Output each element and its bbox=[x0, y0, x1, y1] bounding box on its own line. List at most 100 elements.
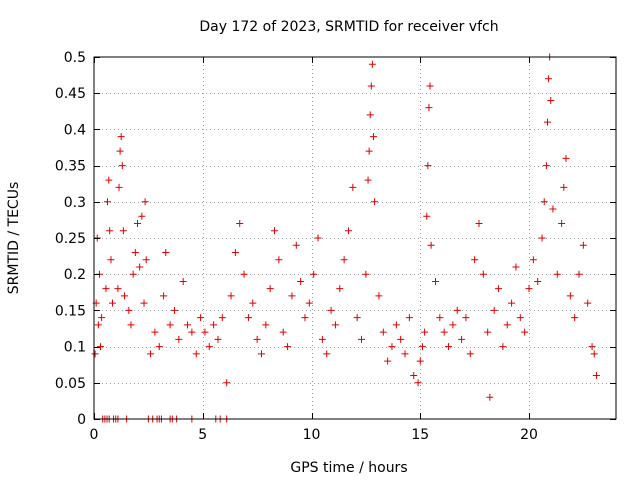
data-point bbox=[542, 162, 550, 170]
data-point bbox=[503, 321, 511, 329]
data-point bbox=[114, 285, 122, 293]
data-point bbox=[179, 277, 187, 285]
data-point bbox=[266, 285, 274, 293]
data-point bbox=[401, 350, 409, 358]
y-tick-label: 0.1 bbox=[64, 340, 86, 356]
data-point bbox=[466, 350, 474, 358]
data-point bbox=[371, 198, 379, 206]
y-tick-label: 0.5 bbox=[64, 50, 86, 66]
y-tick-label: 0.15 bbox=[55, 303, 86, 319]
data-point bbox=[184, 321, 192, 329]
data-point bbox=[375, 292, 383, 300]
y-axis-label: SRMTID / TECUs bbox=[6, 182, 22, 295]
data-point bbox=[240, 270, 248, 278]
grid-lines bbox=[94, 57, 616, 419]
x-tick-label: 5 bbox=[198, 427, 207, 443]
x-tick-label: 20 bbox=[520, 427, 538, 443]
data-point bbox=[584, 299, 592, 307]
y-tick-label: 0 bbox=[77, 412, 86, 428]
data-point bbox=[318, 335, 326, 343]
data-point bbox=[512, 263, 520, 271]
data-point bbox=[425, 104, 433, 112]
data-point bbox=[369, 133, 377, 141]
data-point bbox=[592, 372, 600, 380]
data-point bbox=[418, 343, 426, 351]
data-point bbox=[590, 350, 598, 358]
data-point bbox=[147, 350, 155, 358]
data-point bbox=[138, 212, 146, 220]
data-point bbox=[545, 75, 553, 83]
data-point bbox=[310, 270, 318, 278]
data-point bbox=[421, 328, 429, 336]
data-point bbox=[118, 162, 126, 170]
data-point bbox=[142, 256, 150, 264]
data-point bbox=[521, 328, 529, 336]
data-point bbox=[97, 343, 105, 351]
data-point bbox=[336, 285, 344, 293]
data-point bbox=[288, 292, 296, 300]
data-point bbox=[388, 343, 396, 351]
data-point bbox=[525, 285, 533, 293]
data-point bbox=[484, 328, 492, 336]
data-point bbox=[392, 321, 400, 329]
x-tick-label: 10 bbox=[303, 427, 321, 443]
data-point bbox=[116, 147, 124, 155]
data-point bbox=[314, 234, 322, 242]
data-point bbox=[98, 314, 106, 322]
data-point bbox=[129, 270, 137, 278]
data-point bbox=[538, 234, 546, 242]
data-point bbox=[115, 183, 123, 191]
data-point bbox=[236, 220, 244, 228]
data-point bbox=[140, 299, 148, 307]
y-tick-label: 0.2 bbox=[64, 267, 86, 283]
data-point bbox=[529, 256, 537, 264]
data-point bbox=[218, 314, 226, 322]
data-point bbox=[534, 277, 542, 285]
data-point bbox=[271, 227, 279, 235]
data-point bbox=[423, 212, 431, 220]
data-point bbox=[244, 314, 252, 322]
data-point bbox=[379, 328, 387, 336]
y-tick-label: 0.3 bbox=[64, 195, 86, 211]
data-point bbox=[214, 335, 222, 343]
data-point bbox=[205, 343, 213, 351]
data-point bbox=[210, 321, 218, 329]
data-point bbox=[431, 277, 439, 285]
data-point bbox=[462, 314, 470, 322]
data-point bbox=[458, 335, 466, 343]
data-point bbox=[301, 314, 309, 322]
data-point bbox=[560, 183, 568, 191]
data-point bbox=[305, 299, 313, 307]
x-tick-label: 15 bbox=[411, 427, 429, 443]
data-point bbox=[331, 321, 339, 329]
data-point bbox=[103, 198, 111, 206]
data-point bbox=[166, 321, 174, 329]
data-point bbox=[106, 227, 114, 235]
data-point bbox=[397, 335, 405, 343]
y-tick-label: 0.35 bbox=[55, 159, 86, 175]
data-point bbox=[364, 176, 372, 184]
data-point bbox=[117, 133, 125, 141]
data-points bbox=[91, 53, 600, 423]
data-point bbox=[162, 248, 170, 256]
data-point bbox=[284, 343, 292, 351]
data-point bbox=[197, 314, 205, 322]
data-point bbox=[424, 162, 432, 170]
data-point bbox=[262, 321, 270, 329]
data-point bbox=[362, 270, 370, 278]
data-point bbox=[353, 314, 361, 322]
data-point bbox=[223, 379, 231, 387]
data-point bbox=[575, 270, 583, 278]
data-point bbox=[344, 227, 352, 235]
y-tick-label: 0.25 bbox=[55, 231, 86, 247]
data-point bbox=[562, 154, 570, 162]
data-point bbox=[475, 220, 483, 228]
y-tick-label: 0.05 bbox=[55, 376, 86, 392]
data-point bbox=[120, 292, 128, 300]
data-point bbox=[540, 198, 548, 206]
data-point bbox=[440, 328, 448, 336]
data-point bbox=[108, 299, 116, 307]
data-point bbox=[227, 292, 235, 300]
data-point bbox=[105, 176, 113, 184]
